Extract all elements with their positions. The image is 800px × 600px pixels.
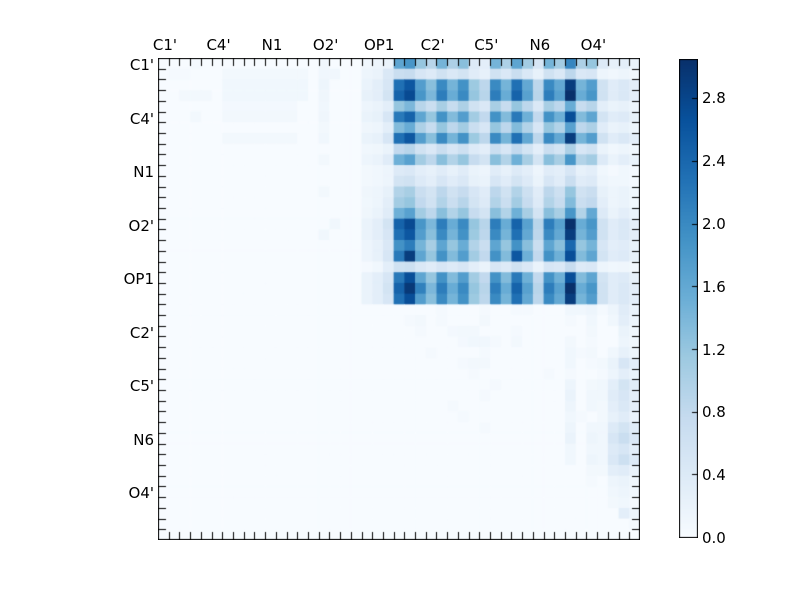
colorbar-tick-label: 2.0	[702, 214, 726, 233]
y-axis-label: O2'	[128, 216, 154, 235]
x-axis-label: C2'	[420, 36, 445, 54]
y-axis-label: C1'	[129, 55, 154, 74]
x-axis-label: C5'	[474, 36, 499, 54]
colorbar-tick-label: 2.4	[702, 152, 726, 171]
y-axis-label: N6	[133, 430, 154, 449]
heatmap	[158, 58, 640, 540]
colorbar-tick-label: 1.2	[702, 340, 726, 359]
y-axis-label: C4'	[129, 109, 154, 128]
colorbar-tick-label: 1.6	[702, 277, 726, 296]
x-axis-label: N6	[529, 36, 551, 54]
colorbar	[679, 59, 698, 538]
x-axis-label: O2'	[312, 36, 339, 54]
colorbar-tick-label: 0.0	[702, 529, 726, 547]
y-axis-label: O4'	[128, 484, 154, 503]
x-axis-label: C1'	[152, 36, 178, 54]
x-axis-label: OP1	[363, 36, 395, 54]
x-axis-label: C4'	[206, 36, 231, 54]
x-axis-label: O4'	[580, 36, 607, 54]
colorbar-tick-label: 2.8	[702, 89, 726, 108]
y-axis-label: C5'	[129, 377, 154, 396]
x-axis-label: N1	[261, 36, 283, 54]
y-axis-label: C2'	[129, 323, 154, 342]
y-axis-label: N1	[133, 163, 154, 182]
colorbar-tick-label: 0.8	[702, 403, 726, 422]
colorbar-tick-label: 0.4	[702, 466, 726, 485]
y-axis-label: OP1	[123, 270, 154, 289]
